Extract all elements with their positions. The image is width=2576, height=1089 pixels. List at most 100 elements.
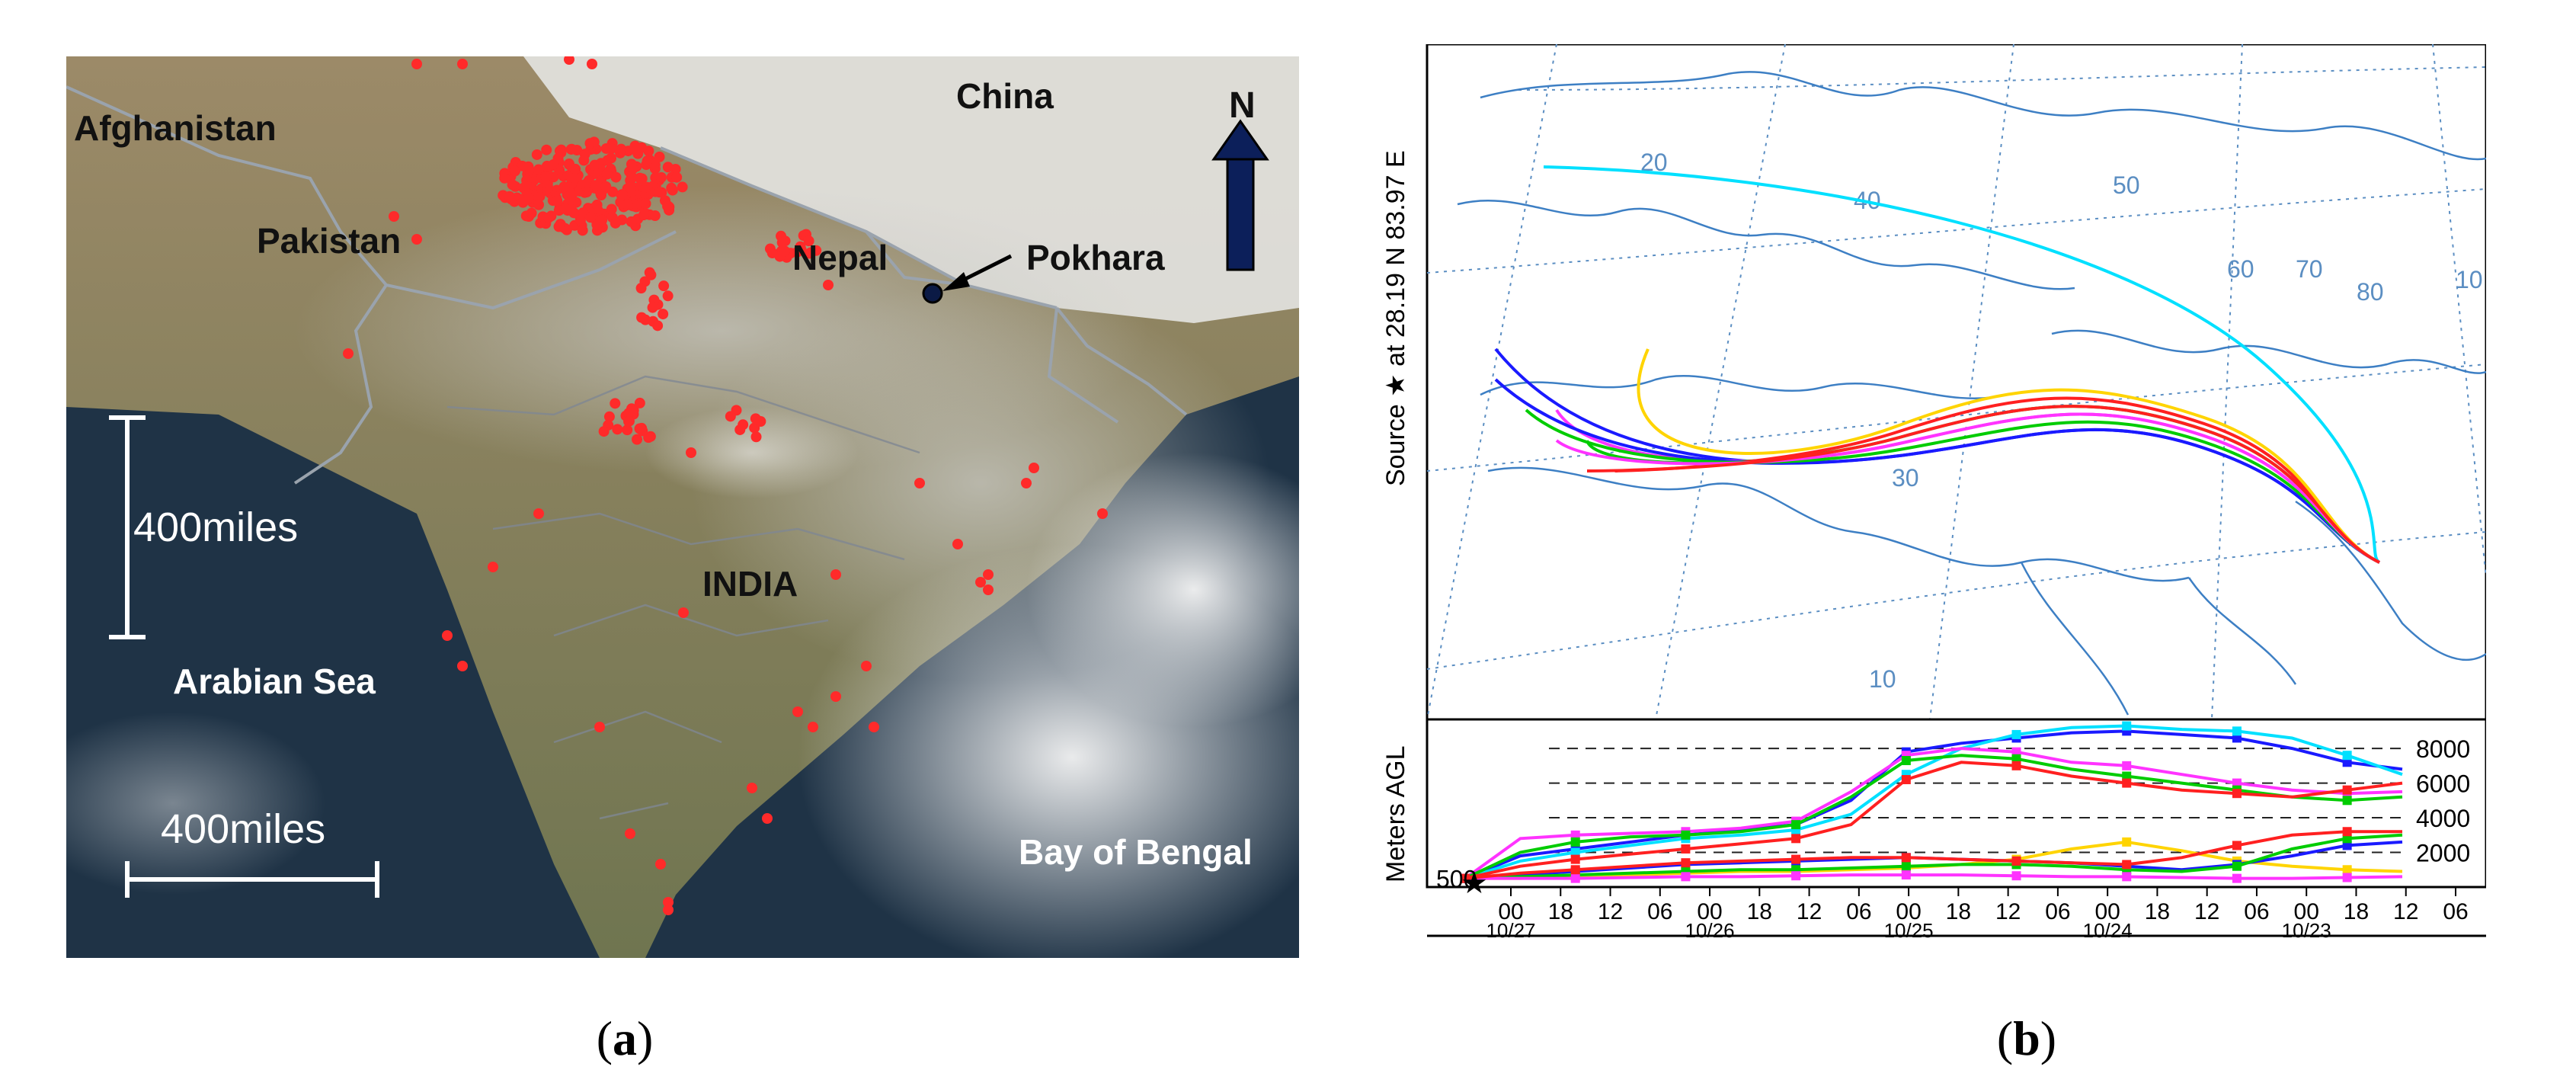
height-x-tick-label: 12 [2194,899,2219,924]
height-series [1461,721,2403,883]
fire-point [622,199,633,210]
fire-point [649,210,661,222]
height-ylabel: Meters AGL [1381,745,1410,882]
height-x-tick-label: 06 [1846,899,1871,924]
height-series-point [1901,756,1911,766]
height-series-point [2342,785,2352,795]
height-series-point [1570,830,1580,840]
fire-point [638,209,650,220]
fire-point [543,212,555,223]
label-bay-of-bengal: Bay of Bengal [1019,832,1253,872]
lat-label: 80 [2357,278,2384,306]
height-y-tick-label: 8000 [2416,735,2470,763]
coastlines [1457,71,2486,716]
fire-point [654,187,665,198]
fire-point [590,180,601,191]
fire-point [577,225,588,236]
lat-label: 10 [2456,266,2483,293]
fire-point [659,195,670,207]
scale-bar-horizontal [125,861,379,898]
fire-point [509,165,520,177]
height-series-point [2011,754,2021,764]
height-series-point [2122,721,2132,731]
height-series-line [1464,761,2403,880]
height-y-tick-label: 4000 [2416,805,2470,832]
trajectory-track [1555,412,2380,564]
fire-point [601,168,613,180]
height-series-point [2011,856,2021,866]
height-series-line [1464,729,2403,880]
height-series-point [2122,771,2132,781]
trajectory-track [1543,165,2381,564]
country-borders [66,85,1188,485]
fire-point [750,431,762,443]
fire-point [766,248,778,259]
height-series-point [1681,858,1691,868]
fire-point [869,722,879,732]
fire-point [585,212,597,223]
fire-point [626,159,637,170]
fire-point [795,244,807,255]
fire-point [517,197,529,208]
fire-point [562,170,574,181]
height-series-line [1464,747,2403,880]
trajectory-plot: 10 20 30 40 50 60 70 80 10 Source ★ at 2… [1381,44,2486,942]
height-series-point [1570,854,1580,864]
label-nepal: Nepal [792,238,888,277]
fire-point [738,419,749,431]
height-y-tick-label: 6000 [2416,770,2470,798]
fire-point [457,59,468,69]
height-series-point [2122,837,2132,847]
trajectory-panel: 10 20 30 40 50 60 70 80 10 Source ★ at 2… [1366,44,2486,943]
height-series-point [1570,873,1580,883]
fire-point [803,235,814,247]
fire-point [552,195,563,207]
height-y-tick-label: 500 [1436,866,1477,893]
fire-point [610,171,622,183]
height-series-line [1464,830,2402,880]
fire-point [655,859,666,870]
fire-point [574,215,586,226]
fire-point [686,447,696,458]
fire-point [634,397,645,408]
fire-point [564,56,574,65]
lat-label: 60 [2227,255,2254,283]
fire-point [975,577,986,588]
caption-a: (a) [596,1011,654,1065]
height-x-tick-label: 18 [1747,899,1772,924]
fire-point [808,722,818,732]
height-series-point [2011,761,2021,770]
height-series-point [1901,861,1911,871]
height-series-point [2232,861,2242,871]
lat-labels: 10 20 30 40 50 60 70 80 10 [1640,149,2483,693]
height-x-tick-label: 18 [1548,899,1573,924]
height-x-date-label: 10/23 [2282,919,2331,942]
height-x-date-label: 10/26 [1685,919,1735,942]
height-series-point [2232,789,2242,799]
fire-point [594,722,605,732]
fire-point [667,184,678,196]
lat-label: 70 [2296,255,2323,283]
fire-point [622,424,633,436]
height-series-point [2342,865,2352,875]
north-arrow [1226,154,1255,271]
height-x-tick-label: 00 [1498,899,1523,924]
caption-b-letter: b [2013,1011,2040,1065]
height-series-point [2342,873,2352,882]
fire-point [747,783,757,793]
height-x-tick-label: 12 [1598,899,1623,924]
fire-point [531,149,542,160]
height-series-point [2342,841,2352,850]
fire-point [823,280,834,290]
height-series-point [1461,873,1470,883]
height-x-tick-label: 12 [1797,899,1822,924]
fire-point [584,138,596,149]
pokhara-arrowhead [942,272,970,291]
fire-point [540,171,552,182]
label-china: China [956,76,1054,116]
north-arrowhead [1211,119,1269,161]
fire-point [636,312,648,323]
fire-point [776,237,788,248]
fire-point [625,828,635,839]
height-x-tick-label: 00 [2094,899,2120,924]
